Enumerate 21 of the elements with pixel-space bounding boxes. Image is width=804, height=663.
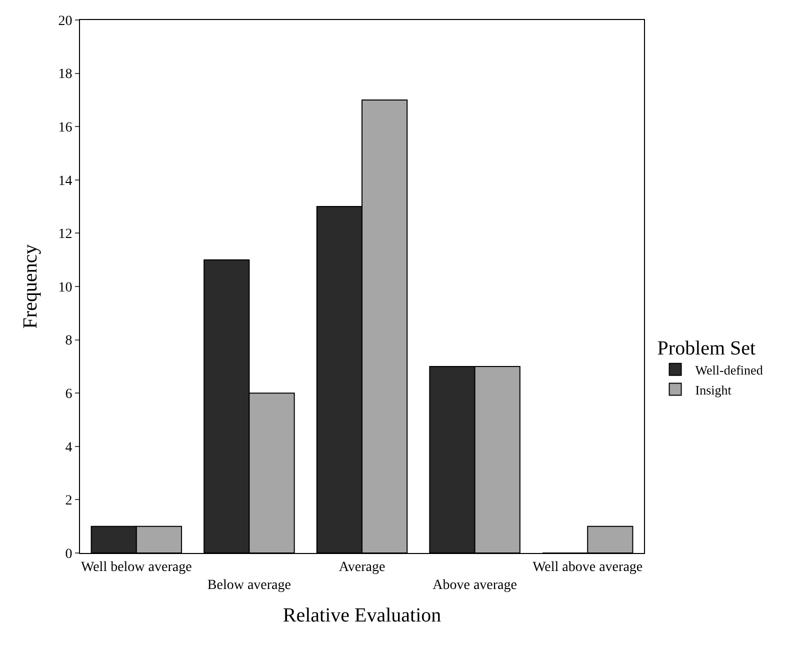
y-tick-label: 2 [65,494,72,509]
x-tick-label: Average [338,560,386,575]
y-tick-label: 18 [58,67,72,82]
y-axis-title: Frequency [20,244,42,329]
x-tick-label: Below average [207,578,291,593]
x-tick-label: Well above average [532,560,643,575]
x-axis-title: Relative Evaluation [282,604,442,626]
y-tick-label: 10 [58,280,72,296]
y-tick-label: 0 [65,546,72,562]
legend-label: Well-defined [695,362,764,378]
x-tick-label: Above average [432,578,517,593]
y-tick-label: 20 [58,14,72,29]
y-tick-label: 16 [58,120,72,136]
legend-title: Problem Set [657,337,756,360]
legend-label: Insight [695,382,732,398]
x-tick-label: Well below average [80,560,192,575]
y-tick-label: 14 [58,174,72,189]
y-tick-label: 12 [58,227,72,242]
y-tick-label: 6 [65,387,72,402]
y-tick-label: 8 [65,334,72,349]
y-tick-label: 4 [65,440,72,456]
